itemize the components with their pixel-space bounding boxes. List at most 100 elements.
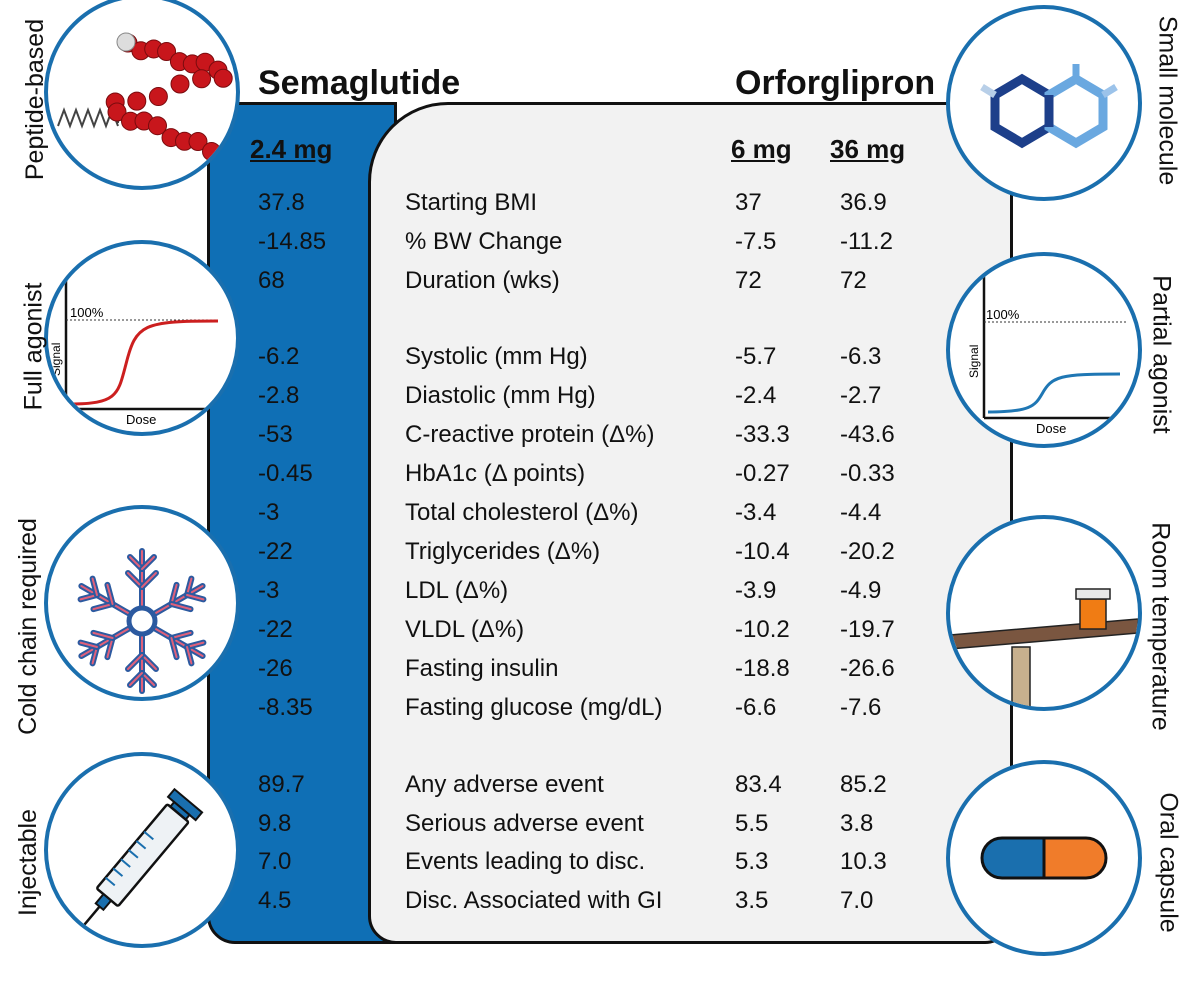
- semaglutide-value: 4.5: [258, 887, 292, 914]
- peptide-bead: [107, 102, 127, 122]
- semaglutide-value: 89.7: [258, 771, 305, 798]
- label-small-molecule: Small molecule: [1153, 15, 1182, 186]
- orforglipron-6mg-value: -7.5: [735, 228, 777, 255]
- orforglipron-36mg-value: -19.7: [840, 616, 895, 643]
- label-partial-agonist: Partial agonist: [1147, 275, 1176, 434]
- semaglutide-dose: 2.4 mg: [250, 134, 333, 164]
- x-axis-label: Dose: [1036, 421, 1066, 436]
- orforglipron-6mg-value: 5.5: [735, 810, 769, 837]
- orforglipron-6mg-value: -3.4: [735, 499, 777, 526]
- semaglutide-value: -53: [258, 421, 293, 448]
- metric-label: Systolic (mm Hg): [405, 343, 588, 370]
- small-molecule-circle: [946, 5, 1142, 201]
- peptide-circle: [44, 0, 240, 190]
- snowflake-arm: [77, 575, 133, 617]
- orforglipron-dose-36mg: 36 mg: [830, 134, 906, 164]
- orforglipron-title: Orforglipron: [735, 64, 936, 102]
- peptide-chain-icon: [57, 32, 235, 171]
- orforglipron-6mg-value: -0.27: [735, 460, 790, 487]
- metric-label: LDL (Δ%): [405, 577, 509, 604]
- metric-label: VLDL (Δ%): [405, 616, 525, 643]
- semaglutide-value: 9.8: [258, 810, 292, 837]
- metric-label: Disc. Associated with GI: [405, 887, 663, 914]
- syringe-icon: [78, 787, 204, 932]
- x-axis-label: Dose: [126, 412, 156, 427]
- semaglutide-title: Semaglutide: [258, 64, 461, 102]
- orforglipron-36mg-value: -6.3: [840, 343, 882, 370]
- metric-label: Any adverse event: [405, 771, 604, 798]
- metric-label: C-reactive protein (Δ%): [405, 421, 655, 448]
- peptide-end-bead: [116, 32, 136, 52]
- semaglutide-panel: [207, 102, 397, 944]
- orforglipron-6mg-value: 83.4: [735, 771, 782, 798]
- orforglipron-dose-6mg: 6 mg: [731, 134, 792, 164]
- y-axis-label: Signal: [49, 343, 63, 376]
- orforglipron-6mg-value: -10.2: [735, 616, 790, 643]
- y-axis-label: Signal: [967, 345, 981, 378]
- dose-response-full-icon: 100% Signal Dose: [49, 264, 219, 427]
- metric-label: HbA1c (Δ points): [405, 460, 586, 487]
- semaglutide-value: -2.8: [258, 382, 300, 409]
- orforglipron-36mg-value: 10.3: [840, 848, 887, 875]
- metric-label: Triglycerides (Δ%): [405, 538, 601, 565]
- orforglipron-6mg-value: -6.6: [735, 694, 777, 721]
- label-room-temperature: Room temperature: [1146, 522, 1175, 731]
- orforglipron-36mg-value: -11.2: [840, 228, 893, 255]
- orforglipron-36mg-value: -20.2: [840, 538, 895, 565]
- snowflake-center: [126, 605, 158, 637]
- injectable-circle: [44, 752, 240, 948]
- orforglipron-36mg-value: 72: [840, 267, 867, 294]
- orforglipron-panel: [368, 102, 1013, 944]
- orforglipron-36mg-value: -0.33: [840, 460, 895, 487]
- snowflake-arm: [77, 625, 133, 667]
- full-agonist-circle: 100% Signal Dose: [44, 240, 240, 436]
- peptide-bead: [148, 116, 167, 136]
- semaglutide-value: -3: [258, 577, 280, 604]
- peptide-bead: [188, 132, 208, 152]
- semaglutide-value: 68: [258, 267, 285, 294]
- orforglipron-6mg-value: -18.8: [735, 655, 790, 682]
- metric-label: Diastolic (mm Hg): [405, 382, 596, 409]
- orforglipron-36mg-value: -43.6: [840, 421, 895, 448]
- label-peptide-based: Peptide-based: [21, 18, 50, 181]
- peptide-bead: [192, 69, 212, 89]
- ceiling-label: 100%: [986, 307, 1020, 322]
- ceiling-label: 100%: [70, 305, 104, 320]
- label-injectable: Injectable: [14, 808, 43, 917]
- peptide-bead: [127, 91, 147, 111]
- semaglutide-value: 7.0: [258, 848, 292, 875]
- capsule-icon: [980, 836, 1108, 880]
- metric-label: % BW Change: [405, 228, 563, 255]
- semaglutide-value: -22: [258, 616, 293, 643]
- peptide-bead: [170, 74, 190, 94]
- metric-label: Duration (wks): [405, 267, 560, 294]
- semaglutide-value: -14.85: [258, 228, 327, 255]
- label-cold-chain: Cold chain required: [13, 518, 42, 735]
- orforglipron-6mg-value: 72: [735, 267, 762, 294]
- metric-label: Fasting glucose (mg/dL): [405, 694, 663, 721]
- label-oral-capsule: Oral capsule: [1154, 792, 1183, 933]
- orforglipron-36mg-value: -4.4: [840, 499, 882, 526]
- snowflake-icon: [77, 548, 207, 694]
- semaglutide-value: -3: [258, 499, 280, 526]
- metric-label: Total cholesterol (Δ%): [405, 499, 639, 526]
- cold-chain-circle: [44, 505, 240, 701]
- oral-capsule-circle: [946, 760, 1142, 956]
- partial-agonist-circle: 100% Signal Dose: [946, 252, 1142, 448]
- orforglipron-6mg-value: 3.5: [735, 887, 769, 914]
- snowflake-arm: [151, 575, 207, 617]
- peptide-bead: [157, 41, 177, 61]
- orforglipron-6mg-value: -2.4: [735, 382, 777, 409]
- orforglipron-36mg-value: 3.8: [840, 810, 874, 837]
- metric-label: Events leading to disc.: [405, 848, 646, 875]
- metric-label: Serious adverse event: [405, 810, 644, 837]
- snowflake-arm: [151, 625, 207, 667]
- dose-response-partial-icon: 100% Signal Dose: [967, 276, 1126, 436]
- hexagon-molecule-icon: [980, 64, 1118, 149]
- peptide-bead: [213, 68, 233, 88]
- snowflake-arm: [125, 632, 159, 694]
- orforglipron-36mg-value: -2.7: [840, 382, 882, 409]
- semaglutide-value: -22: [258, 538, 293, 565]
- metric-label: Fasting insulin: [405, 655, 559, 682]
- orforglipron-6mg-value: -10.4: [735, 538, 790, 565]
